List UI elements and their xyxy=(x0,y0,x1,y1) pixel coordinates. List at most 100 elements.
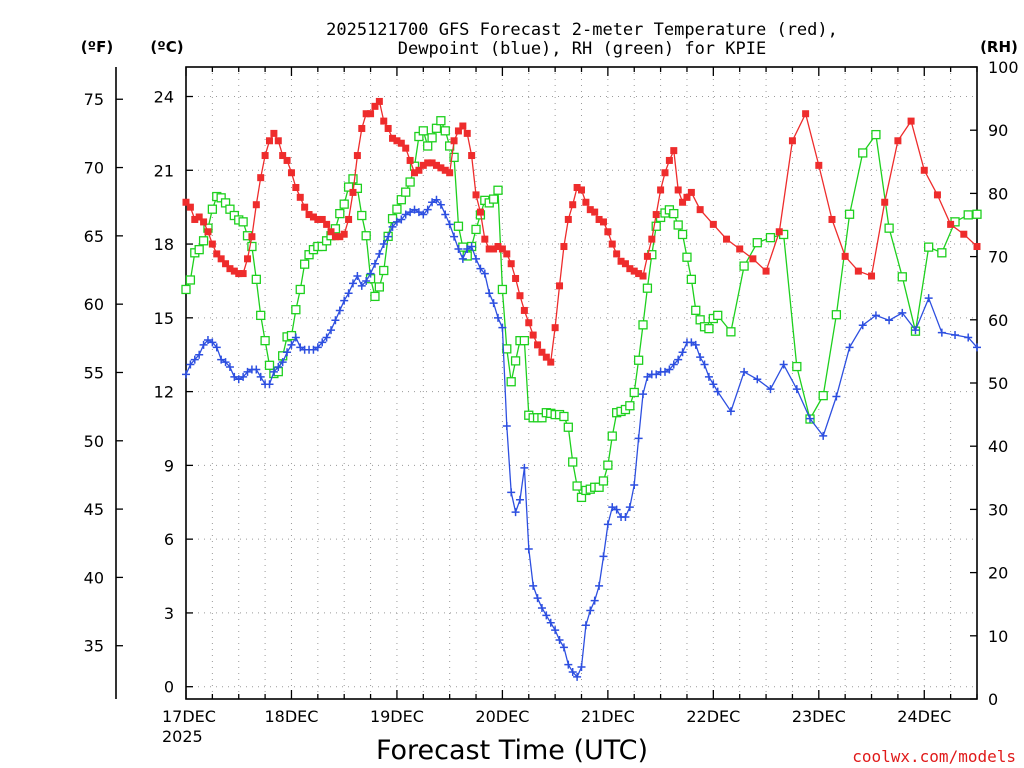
temperature-point xyxy=(274,137,282,145)
rh-point xyxy=(897,272,907,282)
rh-point xyxy=(726,327,736,337)
dewpoint-point xyxy=(388,222,397,231)
dewpoint-point xyxy=(344,289,353,298)
dewpoint-point xyxy=(274,363,283,372)
dewpoint-point xyxy=(221,358,230,367)
temperature-point xyxy=(450,137,458,145)
dewpoint-point xyxy=(212,343,221,352)
rh-point xyxy=(361,231,371,241)
dewpoint-point xyxy=(256,372,265,381)
rh-point xyxy=(673,220,683,230)
temperature-point xyxy=(613,250,621,258)
dewpoint-point xyxy=(973,343,981,352)
dewpoint-point xyxy=(709,380,718,389)
dewpoint-point xyxy=(234,375,243,384)
rh-tick-label: 40 xyxy=(988,437,1008,456)
dewpoint-point xyxy=(625,503,634,512)
dewpoint-point xyxy=(542,611,551,620)
temperature-point xyxy=(222,260,230,268)
dewpoint-point xyxy=(366,269,375,278)
dewpoint-point xyxy=(340,296,349,305)
rh-point xyxy=(453,221,464,231)
dewpoint-point xyxy=(964,333,973,342)
celsius-tick-label: 6 xyxy=(164,530,174,549)
rh-point xyxy=(937,248,947,258)
temperature-point xyxy=(599,218,607,226)
temperature-point xyxy=(318,215,326,223)
temperature-point xyxy=(248,233,256,241)
temperature-point xyxy=(626,265,634,273)
dewpoint-point xyxy=(283,348,292,357)
dewpoint-point xyxy=(401,210,410,219)
temperature-point xyxy=(507,260,515,268)
temperature-point xyxy=(907,117,915,125)
fahrenheit-tick-label: 50 xyxy=(84,432,104,451)
temperature-point xyxy=(186,203,194,211)
dewpoint-point xyxy=(546,618,555,627)
rh-point xyxy=(488,194,499,204)
temperature-point xyxy=(947,220,955,228)
rh-unit-label: (RH) xyxy=(980,38,1018,56)
dewpoint-point xyxy=(458,254,467,263)
temperature-point xyxy=(292,183,300,191)
rh-point xyxy=(392,204,402,214)
temperature-point xyxy=(551,324,559,332)
dewpoint-point xyxy=(362,276,371,285)
rh-point xyxy=(572,481,582,491)
temperature-point xyxy=(578,186,585,194)
rh-point xyxy=(299,259,310,269)
rh-point xyxy=(638,320,648,330)
dewpoint-point xyxy=(392,217,401,226)
dewpoint-point xyxy=(480,269,489,278)
temperature-point xyxy=(353,152,361,160)
dewpoint-point xyxy=(669,360,678,369)
temperature-point xyxy=(476,208,484,216)
temperature-point xyxy=(389,134,397,142)
rh-point xyxy=(677,229,688,240)
rh-point xyxy=(510,356,521,366)
dewpoint-point xyxy=(291,333,300,342)
series-temperature xyxy=(182,97,981,366)
dewpoint-point xyxy=(203,335,212,344)
dewpoint-point xyxy=(590,596,599,605)
temperature-point xyxy=(239,270,247,278)
temperature-point xyxy=(244,255,252,263)
rh-tick-label: 10 xyxy=(988,627,1008,646)
dewpoint-point xyxy=(577,663,586,672)
dewpoint-point xyxy=(529,581,538,590)
rh-point xyxy=(924,242,934,252)
dewpoint-point xyxy=(687,338,696,347)
rh-point xyxy=(436,116,446,126)
temperature-point xyxy=(309,213,317,221)
rh-tick-label: 20 xyxy=(988,564,1008,583)
fahrenheit-tick-label: 55 xyxy=(84,363,104,382)
temperature-point xyxy=(230,267,238,275)
dewpoint-point xyxy=(568,667,577,676)
dewpoint-point xyxy=(454,244,463,253)
dewpoint-point xyxy=(621,513,630,522)
time-tick-sublabel: 2025 xyxy=(162,727,203,746)
temperature-point xyxy=(582,198,590,206)
temperature-point xyxy=(406,156,414,164)
temperature-point xyxy=(279,152,287,160)
fahrenheit-tick-label: 60 xyxy=(84,295,104,314)
temperature-point xyxy=(349,188,357,196)
dewpoint-point xyxy=(608,503,617,512)
temperature-point xyxy=(525,319,533,327)
rh-point xyxy=(418,126,428,136)
dewpoint-point xyxy=(190,355,199,364)
series-dewpoint xyxy=(182,195,981,681)
temperature-point xyxy=(648,235,656,243)
temperature-point xyxy=(371,102,379,110)
temperature-point xyxy=(679,198,687,206)
temperature-point xyxy=(432,161,440,169)
dewpoint-point xyxy=(924,294,933,303)
rh-point xyxy=(291,305,301,315)
temperature-point xyxy=(454,127,462,135)
dewpoint-point xyxy=(494,313,503,322)
dewpoint-point xyxy=(564,660,573,669)
temperature-point xyxy=(257,174,265,182)
temperature-point xyxy=(182,198,190,206)
temperature-point xyxy=(336,233,344,241)
dewpoint-point xyxy=(489,299,498,308)
